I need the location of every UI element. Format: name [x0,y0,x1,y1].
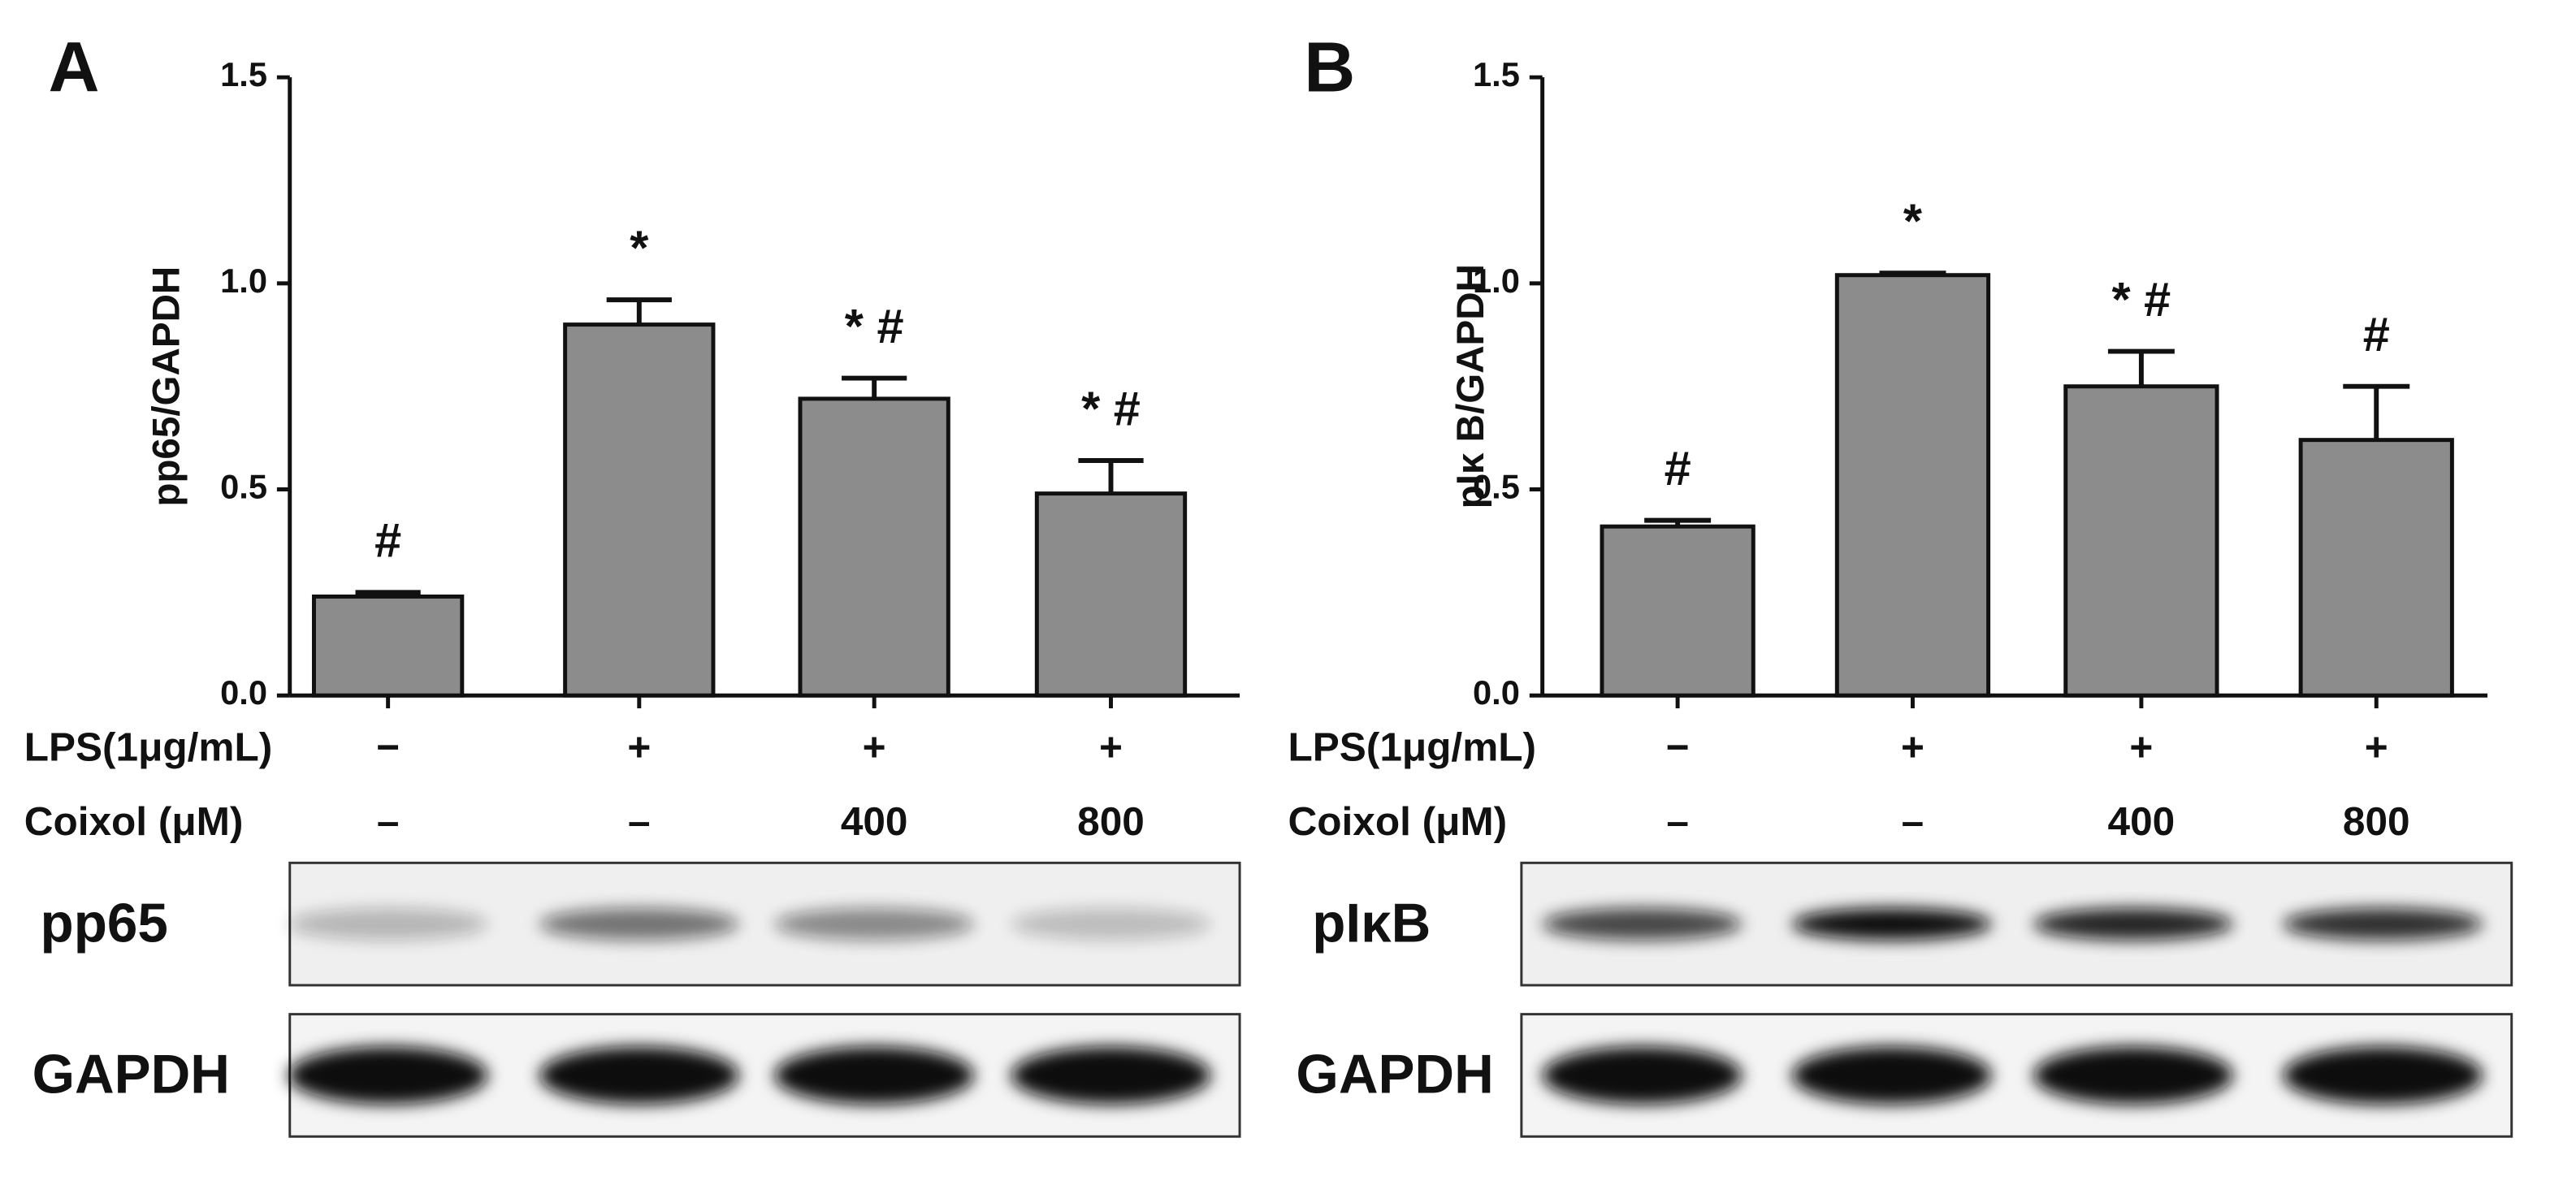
significance-label: * [1903,193,1923,248]
condition-label: LPS(1μg/mL) [24,725,272,770]
condition-value: 400 [841,799,908,844]
condition-value: – [1666,799,1689,844]
y-tick-label: 0.0 [220,673,267,712]
condition-label: Coixol (μM) [24,799,244,844]
blot-band [2283,907,2483,941]
y-tick-label: 1.0 [1473,262,1520,300]
blot-band [539,1046,739,1105]
blot-band [1542,907,1743,941]
blot-band [1791,907,1992,941]
bar [311,594,465,698]
bar [1034,491,1188,698]
y-tick-label: 1.0 [220,262,267,300]
blot-band [288,1046,488,1105]
condition-label: LPS(1μg/mL) [1288,725,1536,770]
significance-label: * [630,220,649,275]
significance-label: * # [1081,381,1141,435]
blot-band [774,1046,975,1105]
condition-value: + [2129,725,2153,770]
blot-label: GAPDH [32,1045,230,1105]
condition-value: + [863,725,886,770]
significance-label: # [1665,441,1691,495]
condition-value: − [376,725,400,770]
blot-band [1542,1046,1743,1105]
blot-label: pIκB [1312,893,1431,954]
bar [798,396,950,698]
bar [2298,438,2454,698]
condition-value: + [2365,725,2388,770]
condition-label: Coixol (μM) [1288,799,1508,844]
y-axis-label: pp65/GAPDH [145,266,188,507]
blot-label: pp65 [41,893,168,954]
condition-value: + [627,725,651,770]
y-tick-label: 1.5 [1473,55,1520,93]
y-tick-label: 0.5 [220,468,267,506]
blot-band [1011,907,1211,941]
y-tick-label: 1.5 [220,55,267,93]
bar [1834,273,1991,698]
blot-band [2033,907,2233,941]
condition-value: + [1099,725,1123,770]
blot-band [774,907,975,941]
blot-band [2033,1046,2233,1105]
condition-value: + [1901,725,1924,770]
condition-value: – [377,799,400,844]
significance-label: # [374,513,401,568]
blot-label: GAPDH [1296,1045,1493,1105]
y-tick-label: 0.5 [1473,468,1520,506]
condition-value: − [1666,725,1690,770]
panel-label: A [48,28,99,106]
blot-band [539,907,739,941]
bar [1600,524,1756,698]
condition-value: – [628,799,651,844]
panel-label: B [1304,28,1355,106]
condition-value: 800 [1077,799,1145,844]
bar [2063,384,2219,698]
condition-value: 400 [2108,799,2176,844]
blot-band [1791,1046,1992,1105]
significance-label: * # [2112,272,2171,327]
blot-band [288,907,488,941]
significance-label: # [2363,307,2390,361]
significance-label: * # [845,299,904,353]
blot-band [2283,1046,2483,1105]
bar [563,322,716,698]
condition-value: – [1902,799,1924,844]
blot-band [1011,1046,1211,1105]
y-axis-label: pIκ B/GAPDH [1449,264,1492,508]
condition-value: 800 [2343,799,2410,844]
y-tick-label: 0.0 [1473,673,1520,712]
